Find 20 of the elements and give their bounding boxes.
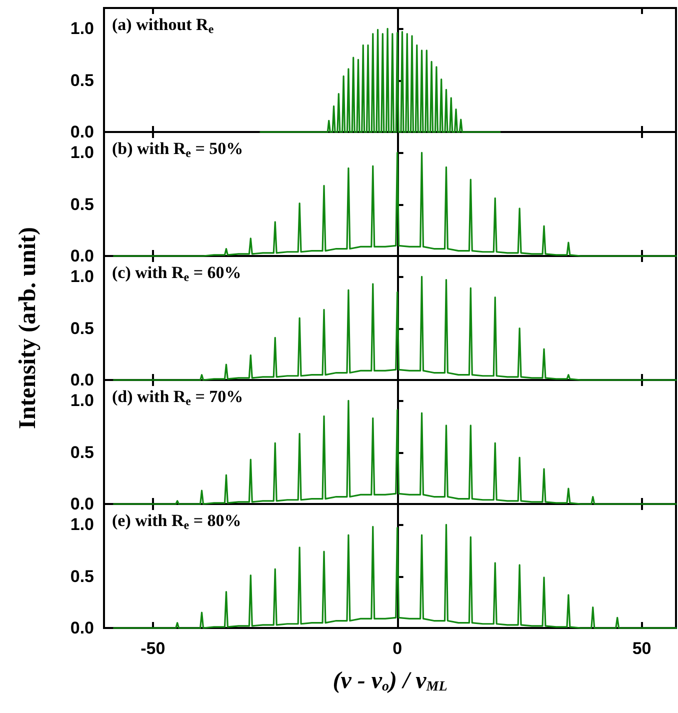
y-tick-label: 1.0 (70, 267, 94, 286)
y-tick-label: 1.0 (70, 391, 94, 410)
y-tick-label: 0.0 (70, 246, 94, 266)
y-axis-title: Intensity (arb. unit) (15, 226, 42, 432)
line-series (260, 28, 501, 133)
y-tick-label: 0.5 (70, 70, 94, 90)
x-tick-label: 0 (392, 639, 402, 658)
x-tick-label: 50 (632, 639, 652, 658)
y-tick-label: 0.5 (70, 318, 94, 338)
y-tick-label: 1.0 (70, 143, 94, 162)
y-tick-label: 0.5 (70, 194, 94, 214)
y-tick-label: 0.5 (70, 442, 94, 462)
y-tick-label: 1.0 (70, 19, 94, 38)
y-tick-label: 0.0 (70, 494, 94, 514)
y-tick-label: 0.5 (70, 566, 94, 586)
y-tick-label: 0.0 (70, 618, 94, 638)
y-tick-label: 1.0 (70, 515, 94, 534)
y-tick-label: 0.0 (70, 122, 94, 142)
x-tick-label: -50 (140, 639, 166, 658)
y-tick-label: 0.0 (70, 370, 94, 390)
